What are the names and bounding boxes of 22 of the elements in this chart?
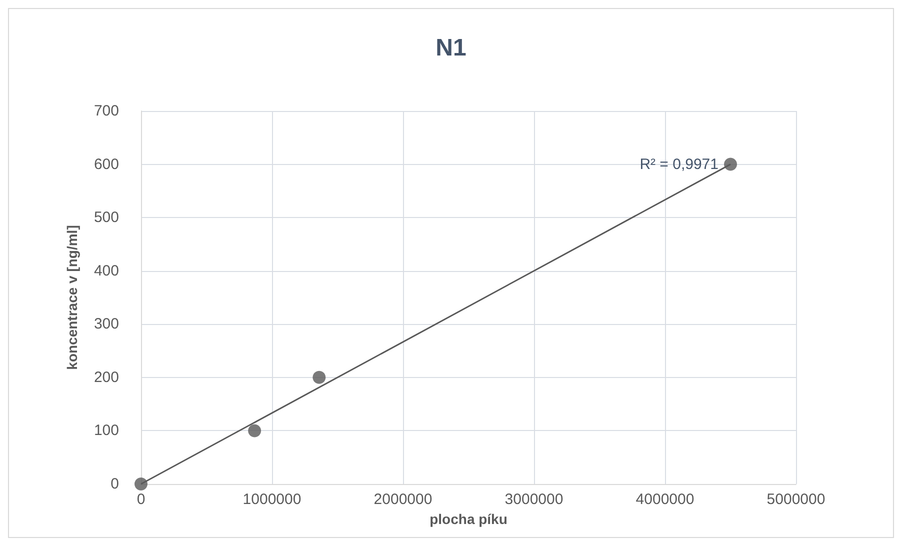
x-axis-title: plocha píku: [430, 510, 508, 527]
y-tick-label: 200: [94, 368, 119, 386]
point: [312, 370, 326, 384]
point: [134, 478, 148, 490]
x-tick-label: 3000000: [504, 491, 564, 508]
y-tick-label: 600: [94, 156, 119, 173]
annotation: R² = 0,9971: [640, 156, 718, 173]
y-tick-label: 500: [94, 209, 119, 226]
x-tick-label: 1000000: [242, 491, 302, 508]
y-tick-label: 0: [110, 476, 119, 492]
y-tick-label: 400: [94, 262, 119, 280]
y-tick-label: 300: [94, 316, 119, 333]
y-axis-title: koncentrace v [ng/ml]: [64, 225, 80, 370]
x-tick-label: 0: [136, 491, 146, 508]
chart-title: N1: [436, 34, 466, 62]
x-tick-label: 4000000: [636, 491, 694, 508]
x-tick-label: 2000000: [374, 491, 432, 508]
x-tick-label: 5000000: [766, 491, 826, 508]
y-tick-label: 700: [94, 102, 119, 120]
point: [248, 424, 262, 438]
point: [724, 158, 737, 171]
y-tick-label: 100: [94, 422, 119, 440]
